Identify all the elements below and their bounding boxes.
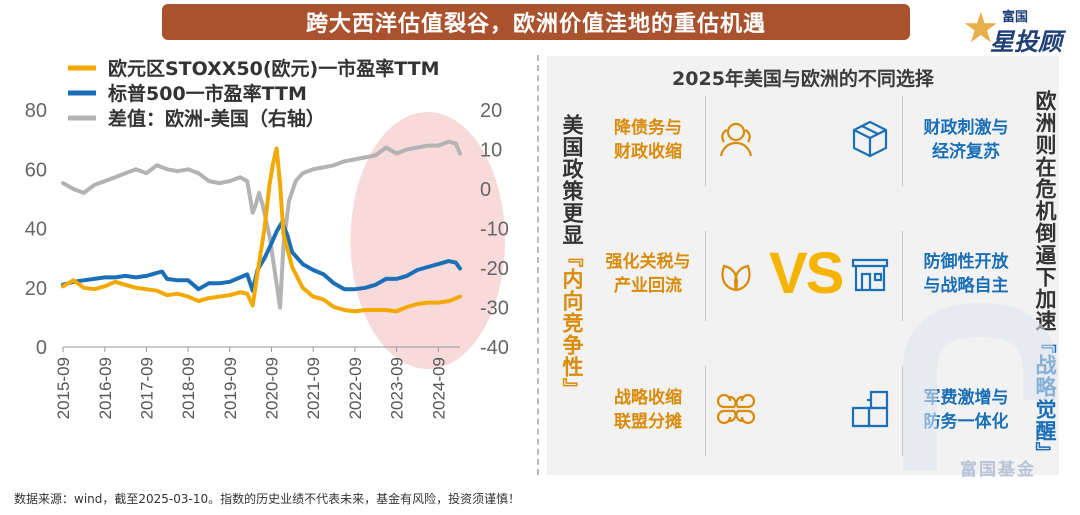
y-left-tick-label: 40 xyxy=(25,219,47,241)
section-divider xyxy=(537,55,539,475)
us-item-2: 强化关税与 产业回流 xyxy=(593,250,703,298)
us-item-1: 降债务与 财政收缩 xyxy=(593,116,703,164)
y-left-tick-label: 0 xyxy=(36,337,47,359)
x-tick-label: 2021-09 xyxy=(304,357,323,419)
eu-item-1-line1: 财政刺激与 xyxy=(923,118,1009,138)
x-tick-label: 2022-09 xyxy=(346,357,365,419)
x-tick-label: 2020-09 xyxy=(263,357,282,419)
pe-chart-svg: 0 20 40 60 80 -40 -30 -20 -10 0 10 20 2015-09 2016-09… xyxy=(25,57,509,419)
eu-item-3-line1: 军费激增与 xyxy=(923,388,1009,408)
highlight-ellipse xyxy=(350,112,506,369)
y-right-tick-label: 20 xyxy=(480,100,502,122)
series-line-3 xyxy=(61,139,462,310)
vs-label: VS xyxy=(769,241,844,306)
y-right-tick-label: 0 xyxy=(480,179,491,201)
eu-item-2-line1: 防御性开放 xyxy=(923,252,1009,272)
y-left-tick-label: 60 xyxy=(25,159,47,181)
logo-line2: 星投顾 xyxy=(990,28,1062,56)
clover-icon xyxy=(715,388,757,430)
x-tick-label: 2016-09 xyxy=(96,357,115,419)
pe-chart: 0 20 40 60 80 -40 -30 -20 -10 0 10 20 2015-09 2016-09… xyxy=(0,50,525,470)
y-right-tick-label: -30 xyxy=(480,298,509,320)
page-title-text: 跨大西洋估值裂谷，欧洲价值洼地的重估机遇 xyxy=(305,12,766,37)
logo-line1: 富国 xyxy=(1002,10,1029,25)
watermark-logo-icon xyxy=(903,302,1057,470)
source-note: 数据来源：wind，截至2025-03-10。指数的历史业绩不代表未来，基金有风… xyxy=(14,492,521,506)
x-tick-label: 2023-09 xyxy=(388,357,407,419)
eu-item-3-line2: 防务一体化 xyxy=(923,412,1009,432)
x-tick-label: 2017-09 xyxy=(137,357,156,419)
x-tick-label: 2018-09 xyxy=(179,357,198,419)
eu-item-2-line2: 与战略自主 xyxy=(923,276,1009,296)
watermark-text: 富国基金 xyxy=(960,460,1036,480)
y-left-tick-label: 20 xyxy=(25,278,47,300)
legend-label-1: 欧元区STOXX50(欧元)一市盈率TTM xyxy=(108,57,440,80)
x-tick-label: 2019-09 xyxy=(221,357,240,419)
us-item-1-line1: 降债务与 xyxy=(614,118,682,138)
eu-item-2: 防御性开放 与战略自主 xyxy=(907,250,1025,298)
y-right-tick-label: -40 xyxy=(480,337,509,359)
eu-item-3: 军费激增与 防务一体化 xyxy=(907,386,1025,434)
eu-separator-3 xyxy=(902,366,903,456)
store-icon xyxy=(849,252,891,294)
us-caption-main: 美国政策更显 xyxy=(560,114,584,246)
blocks-icon xyxy=(849,388,891,430)
page-title: 跨大西洋估值裂谷，欧洲价值洼地的重估机遇 xyxy=(162,4,910,40)
box-icon xyxy=(849,118,891,160)
series-line-1 xyxy=(61,146,462,314)
us-item-2-line2: 产业回流 xyxy=(614,276,682,296)
us-item-3: 战略收缩 联盟分摊 xyxy=(593,386,703,434)
us-item-3-line1: 战略收缩 xyxy=(614,388,682,408)
us-caption-emph: 『内向竞争性』 xyxy=(560,246,584,400)
y-right-tick-label: -20 xyxy=(480,258,509,280)
us-separator-1 xyxy=(705,96,706,186)
us-caption: 美国政策更显『内向竞争性』 xyxy=(557,114,587,400)
x-tick-label: 2024-09 xyxy=(429,357,448,419)
eu-caption-main: 欧洲则在危机倒逼下加速 xyxy=(1033,90,1057,332)
legend-label-2: 标普500一市盈率TTM xyxy=(108,82,307,105)
us-item-3-line2: 联盟分摊 xyxy=(614,412,682,432)
legend-label-3: 差值：欧洲-美国（右轴） xyxy=(108,107,325,130)
x-tick-label: 2015-09 xyxy=(54,357,73,419)
series-line-2 xyxy=(61,220,462,293)
leaf-icon xyxy=(715,252,757,294)
brand-logo: ★ 富国 星投顾 xyxy=(962,3,1072,57)
eu-item-1: 财政刺激与 经济复苏 xyxy=(907,116,1025,164)
comparison-panel: 2025年美国与欧洲的不同选择 美国政策更显『内向竞争性』 欧洲则在危机倒逼下加… xyxy=(547,56,1059,475)
eu-item-1-line2: 经济复苏 xyxy=(932,142,1000,162)
y-left-tick-label: 80 xyxy=(25,100,47,122)
star-icon: ★ xyxy=(962,3,1000,52)
y-right-tick-label: -10 xyxy=(480,219,509,241)
people-icon xyxy=(715,118,757,160)
eu-separator-2 xyxy=(902,231,903,321)
us-item-2-line1: 强化关税与 xyxy=(605,252,691,272)
us-separator-3 xyxy=(705,366,706,456)
us-separator-2 xyxy=(705,231,706,321)
y-right-tick-label: 10 xyxy=(480,140,502,162)
us-item-1-line2: 财政收缩 xyxy=(614,142,682,162)
panel-title: 2025年美国与欧洲的不同选择 xyxy=(672,68,934,90)
eu-separator-1 xyxy=(902,96,903,186)
